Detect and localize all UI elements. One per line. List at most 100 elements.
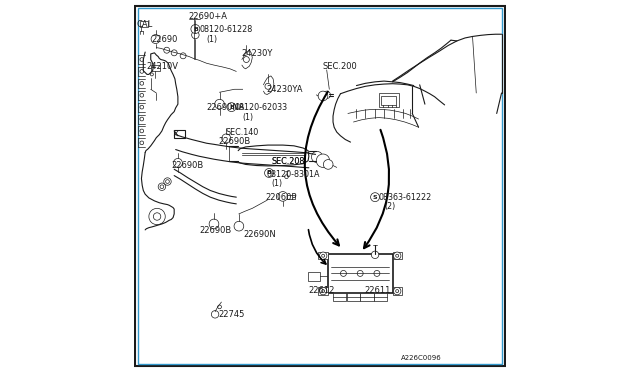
Circle shape <box>394 252 401 260</box>
Circle shape <box>191 25 200 33</box>
Text: 24230YA: 24230YA <box>266 85 303 94</box>
Bar <box>328 254 393 293</box>
Circle shape <box>140 129 143 133</box>
Text: SEC.208: SEC.208 <box>271 157 305 166</box>
Circle shape <box>158 183 166 190</box>
Circle shape <box>312 151 323 163</box>
Text: 22745: 22745 <box>219 310 245 319</box>
Circle shape <box>374 270 380 276</box>
Circle shape <box>140 105 143 109</box>
Bar <box>393 287 402 295</box>
Circle shape <box>180 53 186 59</box>
Circle shape <box>218 305 221 309</box>
Bar <box>287 195 294 199</box>
Text: A226C0096: A226C0096 <box>401 355 442 361</box>
Text: 22690B: 22690B <box>172 161 204 170</box>
Bar <box>308 272 320 281</box>
Text: 22612: 22612 <box>308 286 335 295</box>
Circle shape <box>278 192 287 201</box>
Text: B: B <box>229 105 234 110</box>
Circle shape <box>322 289 324 292</box>
Text: 22690N: 22690N <box>244 230 276 239</box>
Circle shape <box>234 221 244 231</box>
Bar <box>374 293 387 301</box>
Bar <box>174 130 186 138</box>
Bar <box>333 293 346 301</box>
Circle shape <box>285 175 289 179</box>
Circle shape <box>340 270 346 276</box>
Bar <box>347 293 360 301</box>
Circle shape <box>149 208 165 225</box>
Circle shape <box>227 103 236 112</box>
Circle shape <box>319 252 327 260</box>
Text: CAL: CAL <box>137 20 153 29</box>
Text: 24210V: 24210V <box>146 62 178 71</box>
Text: 22690+A: 22690+A <box>188 12 227 21</box>
Text: 08363-61222: 08363-61222 <box>379 193 432 202</box>
Circle shape <box>164 178 172 185</box>
Circle shape <box>173 158 182 167</box>
Text: 22690B: 22690B <box>199 226 231 235</box>
Bar <box>140 21 148 27</box>
Text: SEC.200: SEC.200 <box>323 62 358 71</box>
Circle shape <box>166 180 170 183</box>
Circle shape <box>140 93 143 97</box>
Text: 24230Y: 24230Y <box>242 49 273 58</box>
Text: B: B <box>267 170 271 176</box>
Circle shape <box>323 91 330 99</box>
Bar <box>151 65 160 71</box>
Circle shape <box>140 117 143 121</box>
Circle shape <box>396 254 399 257</box>
Circle shape <box>215 99 225 109</box>
Circle shape <box>396 289 399 292</box>
Text: SEC.208: SEC.208 <box>271 157 305 166</box>
Circle shape <box>172 50 177 56</box>
Text: 22690B: 22690B <box>219 137 251 146</box>
Bar <box>381 96 396 105</box>
Text: SEC.140: SEC.140 <box>225 128 259 137</box>
Circle shape <box>164 47 170 53</box>
Text: 08120-61228: 08120-61228 <box>199 25 252 34</box>
Circle shape <box>394 287 401 295</box>
Circle shape <box>191 31 199 39</box>
Circle shape <box>140 70 143 73</box>
Text: (1): (1) <box>207 35 218 44</box>
Text: 22060P: 22060P <box>265 193 296 202</box>
Circle shape <box>222 134 231 143</box>
Circle shape <box>154 213 161 220</box>
Text: 08120-62033: 08120-62033 <box>234 103 287 112</box>
Circle shape <box>371 193 380 202</box>
Circle shape <box>140 81 143 85</box>
Circle shape <box>264 169 273 177</box>
Text: (2): (2) <box>384 202 396 211</box>
Circle shape <box>211 311 219 318</box>
Circle shape <box>243 57 250 62</box>
Text: B: B <box>193 26 198 32</box>
Circle shape <box>265 83 271 89</box>
Circle shape <box>151 35 160 44</box>
Bar <box>318 252 328 260</box>
Circle shape <box>357 270 363 276</box>
Bar <box>318 287 328 295</box>
Circle shape <box>371 251 379 259</box>
Bar <box>360 293 374 301</box>
Circle shape <box>316 154 330 167</box>
Circle shape <box>323 160 333 169</box>
Circle shape <box>160 185 164 189</box>
Text: 22611: 22611 <box>364 286 390 295</box>
Bar <box>393 252 402 260</box>
Bar <box>379 93 399 107</box>
Circle shape <box>150 73 154 76</box>
Circle shape <box>140 58 143 61</box>
Text: S: S <box>372 195 378 200</box>
Circle shape <box>319 287 327 295</box>
Text: 08120-8301A: 08120-8301A <box>266 170 319 179</box>
Text: 22690: 22690 <box>152 35 178 44</box>
Circle shape <box>318 91 328 101</box>
Text: (1): (1) <box>271 179 282 188</box>
Circle shape <box>140 141 143 145</box>
Text: (1): (1) <box>242 113 253 122</box>
Circle shape <box>209 219 219 229</box>
Circle shape <box>322 254 324 257</box>
Text: 22690NA: 22690NA <box>207 103 245 112</box>
